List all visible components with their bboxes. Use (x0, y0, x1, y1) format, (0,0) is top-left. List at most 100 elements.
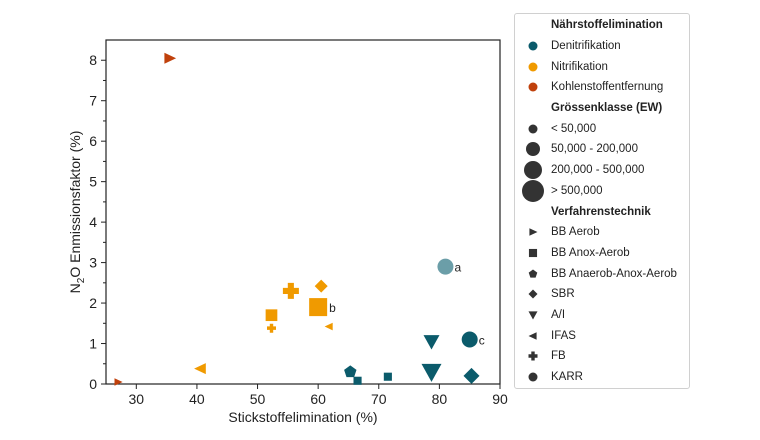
legend-marker (528, 41, 538, 51)
legend-item: IFAS (515, 325, 689, 346)
data-point-diamond (463, 367, 480, 384)
legend-label: > 500,000 (551, 184, 603, 197)
x-tick-label: 30 (129, 391, 145, 407)
data-point-plus (267, 323, 276, 333)
legend-marker-circle-icon (528, 41, 538, 51)
legend-item: FB (515, 346, 689, 367)
x-tick-label: 60 (310, 391, 326, 407)
legend-label: 50,000 - 200,000 (551, 143, 638, 156)
legend-marker-pentagon-icon (528, 269, 538, 278)
data-point-plus (282, 282, 299, 299)
point-label: c (479, 333, 485, 347)
legend-item: BB Anaerob-Anox-Aerob (515, 263, 689, 284)
data-point-triangle-right (114, 378, 123, 386)
legend-item: > 500,000 (515, 179, 689, 202)
data-point-triangle-right (164, 52, 177, 64)
legend-label: Denitrifikation (551, 40, 621, 53)
y-tick-label: 5 (89, 174, 97, 190)
x-tick-label: 40 (189, 391, 205, 407)
legend-marker (528, 289, 538, 299)
legend-label: BB Anox-Aerob (551, 246, 630, 259)
y-tick-label: 8 (89, 52, 97, 68)
y-tick-label: 6 (89, 133, 97, 149)
legend-marker-diamond-icon (528, 289, 538, 299)
x-tick-label: 50 (250, 391, 266, 407)
legend-section-title: Grössenklasse (EW) (551, 102, 663, 115)
data-point-triangle-down (421, 363, 442, 382)
legend-marker-square-icon (528, 248, 538, 257)
legend-marker-triangle-down-icon (528, 311, 538, 320)
legend-item: Denitrifikation (515, 36, 689, 57)
legend-section-title: Nährstoffelimination (551, 19, 663, 32)
data-point-circle (461, 331, 478, 348)
legend-item: Kohlenstoffentfernung (515, 77, 689, 98)
data-point-pentagon (344, 365, 357, 378)
data-point-triangle-down (423, 335, 440, 350)
legend-section-title: Verfahrenstechnik (551, 205, 651, 218)
legend-item: A/I (515, 305, 689, 326)
legend-item: BB Anox-Aerob (515, 243, 689, 264)
y-tick-label: 7 (89, 93, 97, 109)
legend-marker-circle-icon (528, 82, 538, 92)
legend-label: Nitrifikation (551, 60, 608, 73)
y-tick-label: 1 (89, 336, 97, 352)
legend-label: KARR (551, 371, 583, 384)
legend-label: IFAS (551, 329, 576, 342)
point-label: b (329, 301, 336, 315)
legend-item: 50,000 - 200,000 (515, 139, 689, 160)
legend-marker-triangle-left-icon (528, 331, 537, 340)
y-tick-label: 4 (89, 214, 97, 230)
legend-marker (528, 248, 538, 257)
data-point-triangle-left (324, 322, 333, 331)
x-tick-label: 90 (492, 391, 508, 407)
legend-item: < 50,000 (515, 118, 689, 139)
y-tick-label: 0 (89, 376, 97, 392)
data-point-square (309, 298, 328, 317)
legend-marker (528, 351, 538, 361)
legend-marker-circle-icon (522, 179, 544, 202)
legend-label: BB Anaerob-Anox-Aerob (551, 267, 677, 280)
legend-label: < 50,000 (551, 122, 597, 135)
legend-marker-circle-icon (528, 124, 538, 134)
legend-marker-circle-icon (524, 161, 542, 180)
legend-marker (526, 142, 540, 157)
legend-marker (528, 124, 538, 134)
legend-label: SBR (551, 288, 575, 301)
legend-marker-triangle-right-icon (529, 228, 538, 237)
legend-marker (522, 179, 544, 202)
legend-marker (528, 82, 538, 92)
point-label: a (454, 261, 461, 275)
legend-item: 200,000 - 500,000 (515, 160, 689, 181)
legend-marker (528, 372, 538, 382)
data-point-square (265, 309, 278, 322)
legend-marker (529, 228, 538, 237)
legend-item: Nitrifikation (515, 56, 689, 77)
y-tick-label: 2 (89, 295, 97, 311)
legend-marker (528, 62, 538, 72)
data-point-triangle-left (194, 363, 206, 375)
legend-label: FB (551, 350, 566, 363)
legend: Nährstoffelimination Denitrifikation Nitri… (514, 13, 690, 389)
data-point-square (353, 376, 362, 385)
data-point-diamond (314, 279, 328, 293)
data-point-square (383, 372, 392, 381)
y-tick-label: 3 (89, 255, 97, 271)
legend-marker-circle-icon (528, 62, 538, 72)
legend-marker (528, 269, 538, 278)
legend-label: BB Aerob (551, 226, 600, 239)
legend-item: BB Aerob (515, 222, 689, 243)
x-axis-label: Stickstoffelimination (%) (228, 409, 377, 425)
x-tick-label: 80 (432, 391, 448, 407)
legend-label: A/I (551, 308, 566, 321)
plot-area (105, 39, 501, 385)
scatter-chart: 30 40 50 60 70 80 90 0 1 2 3 4 5 6 7 8 a c b Stickstoffel… (67, 39, 508, 425)
y-axis-label: N2O Enmissionsfaktor (%) (67, 131, 87, 294)
legend-item: SBR (515, 284, 689, 305)
legend-marker (524, 161, 542, 180)
data-point-circle (437, 258, 454, 275)
legend-marker-circle-icon (528, 372, 538, 382)
legend-label: 200,000 - 500,000 (551, 164, 645, 177)
legend-marker (528, 311, 538, 320)
x-tick-label: 70 (371, 391, 387, 407)
legend-marker-circle-icon (526, 142, 540, 157)
